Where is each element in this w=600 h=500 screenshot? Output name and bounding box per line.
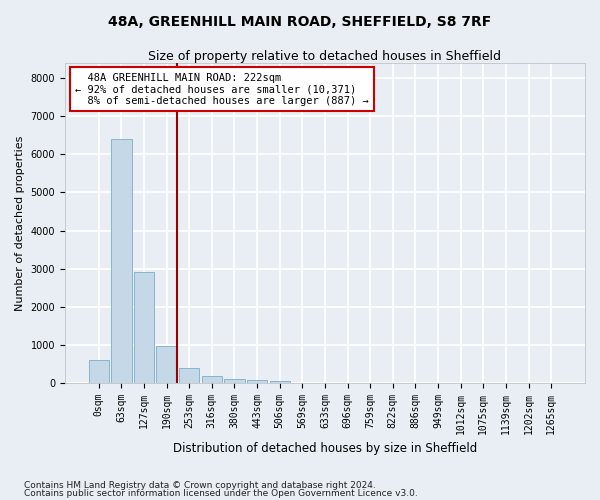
Bar — [269, 380, 290, 383]
Bar — [224, 379, 245, 383]
X-axis label: Distribution of detached houses by size in Sheffield: Distribution of detached houses by size … — [173, 442, 477, 455]
Bar — [111, 139, 131, 383]
Bar — [179, 368, 199, 383]
Bar — [89, 360, 109, 383]
Bar — [157, 346, 177, 383]
Text: Contains public sector information licensed under the Open Government Licence v3: Contains public sector information licen… — [24, 489, 418, 498]
Text: Contains HM Land Registry data © Crown copyright and database right 2024.: Contains HM Land Registry data © Crown c… — [24, 480, 376, 490]
Y-axis label: Number of detached properties: Number of detached properties — [15, 135, 25, 310]
Bar — [202, 376, 222, 383]
Text: 48A GREENHILL MAIN ROAD: 222sqm  
← 92% of detached houses are smaller (10,371)
: 48A GREENHILL MAIN ROAD: 222sqm ← 92% of… — [76, 72, 369, 106]
Bar — [134, 272, 154, 383]
Bar — [247, 380, 267, 383]
Title: Size of property relative to detached houses in Sheffield: Size of property relative to detached ho… — [148, 50, 502, 63]
Text: 48A, GREENHILL MAIN ROAD, SHEFFIELD, S8 7RF: 48A, GREENHILL MAIN ROAD, SHEFFIELD, S8 … — [109, 15, 491, 29]
